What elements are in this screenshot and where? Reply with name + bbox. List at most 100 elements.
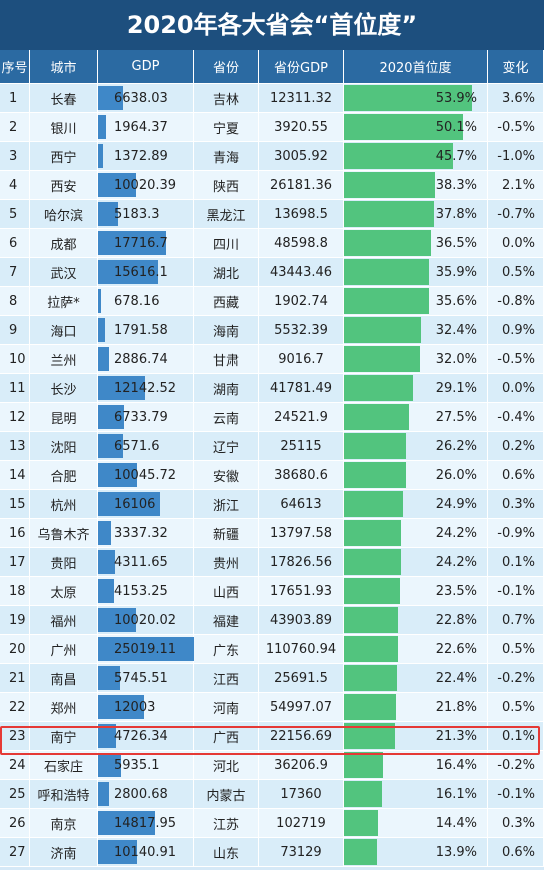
change-cell: -0.9% <box>488 519 544 548</box>
gdp-value: 1791.58 <box>114 322 168 338</box>
primacy-bar <box>344 317 421 343</box>
primacy-value: 24.2% <box>435 525 477 541</box>
rank-cell: 1 <box>0 84 30 113</box>
city-cell: 合肥 <box>30 461 98 490</box>
primacy-cell: 24.9% <box>344 490 488 519</box>
change-cell: -0.7% <box>488 200 544 229</box>
province-gdp-cell: 36206.9 <box>259 751 344 780</box>
table-row: 10 兰州 2886.74 甘肃 9016.7 32.0% -0.5% <box>0 345 544 374</box>
city-cell: 南宁 <box>30 722 98 751</box>
primacy-bar <box>344 752 383 778</box>
gdp-bar <box>98 289 101 313</box>
gdp-bar <box>98 202 118 226</box>
gdp-bar <box>98 405 124 429</box>
province-cell: 新疆 <box>194 519 259 548</box>
province-gdp-cell: 22156.69 <box>259 722 344 751</box>
province-cell: 山东 <box>194 838 259 867</box>
change-cell: -0.5% <box>488 113 544 142</box>
gdp-value: 12003 <box>114 699 156 715</box>
header-change: 变化 <box>488 50 544 83</box>
change-cell: -0.5% <box>488 345 544 374</box>
province-cell: 黑龙江 <box>194 200 259 229</box>
gdp-bar <box>98 666 121 690</box>
province-gdp-cell: 25115 <box>259 432 344 461</box>
gdp-cell: 5183.3 <box>98 200 194 229</box>
gdp-value: 10020.02 <box>114 612 177 628</box>
province-gdp-cell: 102719 <box>259 809 344 838</box>
gdp-value: 17716.7 <box>114 235 168 251</box>
table-row: 7 武汉 15616.1 湖北 43443.46 35.9% 0.5% <box>0 258 544 287</box>
table-row: 22 郑州 12003 河南 54997.07 21.8% 0.5% <box>0 693 544 722</box>
gdp-bar <box>98 318 105 342</box>
table-row: 19 福州 10020.02 福建 43903.89 22.8% 0.7% <box>0 606 544 635</box>
change-cell: 0.7% <box>488 606 544 635</box>
province-gdp-cell: 64613 <box>259 490 344 519</box>
province-cell: 江苏 <box>194 809 259 838</box>
change-cell: 0.0% <box>488 229 544 258</box>
header-province-gdp: 省份GDP <box>259 50 344 83</box>
change-cell: 0.5% <box>488 693 544 722</box>
city-cell: 郑州 <box>30 693 98 722</box>
gdp-bar <box>98 173 137 197</box>
table-row: 1 长春 6638.03 吉林 12311.32 53.9% 3.6% <box>0 84 544 113</box>
change-cell: 0.6% <box>488 461 544 490</box>
primacy-cell: 13.9% <box>344 838 488 867</box>
province-gdp-cell: 43903.89 <box>259 606 344 635</box>
primacy-value: 35.6% <box>435 293 477 309</box>
primacy-value: 26.2% <box>435 438 477 454</box>
rank-cell: 17 <box>0 548 30 577</box>
province-cell: 浙江 <box>194 490 259 519</box>
rank-cell: 5 <box>0 200 30 229</box>
city-cell: 杭州 <box>30 490 98 519</box>
province-gdp-cell: 110760.94 <box>259 635 344 664</box>
change-cell: 0.3% <box>488 809 544 838</box>
gdp-cell: 10045.72 <box>98 461 194 490</box>
primacy-cell: 22.4% <box>344 664 488 693</box>
province-cell: 湖南 <box>194 374 259 403</box>
gdp-bar <box>98 811 155 835</box>
rank-cell: 3 <box>0 142 30 171</box>
province-cell: 江西 <box>194 664 259 693</box>
gdp-cell: 25019.11 <box>98 635 194 664</box>
primacy-cell: 38.3% <box>344 171 488 200</box>
province-gdp-cell: 1902.74 <box>259 287 344 316</box>
province-cell: 山西 <box>194 577 259 606</box>
change-cell: 0.5% <box>488 635 544 664</box>
gdp-bar <box>98 695 145 719</box>
gdp-cell: 6571.6 <box>98 432 194 461</box>
table-row: 16 乌鲁木齐 3337.32 新疆 13797.58 24.2% -0.9% <box>0 519 544 548</box>
gdp-bar <box>98 260 158 284</box>
city-cell: 太原 <box>30 577 98 606</box>
table-row: 23 南宁 4726.34 广西 22156.69 21.3% 0.1% <box>0 722 544 751</box>
table-row: 26 南京 14817.95 江苏 102719 14.4% 0.3% <box>0 809 544 838</box>
primacy-cell: 32.4% <box>344 316 488 345</box>
primacy-value: 50.1% <box>435 119 477 135</box>
primacy-bar <box>344 665 398 691</box>
primacy-bar <box>344 839 377 865</box>
gdp-bar <box>98 724 117 748</box>
table-row: 27 济南 10140.91 山东 73129 13.9% 0.6% <box>0 838 544 867</box>
province-gdp-cell: 38680.6 <box>259 461 344 490</box>
gdp-value: 1372.89 <box>114 148 168 164</box>
primacy-value: 36.5% <box>435 235 477 251</box>
change-cell: 0.1% <box>488 548 544 577</box>
gdp-value: 12142.52 <box>114 380 177 396</box>
primacy-cell: 45.7% <box>344 142 488 171</box>
rank-cell: 13 <box>0 432 30 461</box>
table-row: 24 石家庄 5935.1 河北 36206.9 16.4% -0.2% <box>0 751 544 780</box>
gdp-bar <box>98 753 121 777</box>
province-gdp-cell: 73129 <box>259 838 344 867</box>
primacy-bar <box>344 85 472 111</box>
rank-cell: 2 <box>0 113 30 142</box>
primacy-cell: 35.6% <box>344 287 488 316</box>
table-row: 11 长沙 12142.52 湖南 41781.49 29.1% 0.0% <box>0 374 544 403</box>
city-cell: 昆明 <box>30 403 98 432</box>
change-cell: -0.2% <box>488 751 544 780</box>
province-gdp-cell: 43443.46 <box>259 258 344 287</box>
gdp-value: 10045.72 <box>114 467 177 483</box>
gdp-cell: 1372.89 <box>98 142 194 171</box>
table-row: 12 昆明 6733.79 云南 24521.9 27.5% -0.4% <box>0 403 544 432</box>
gdp-value: 10020.39 <box>114 177 177 193</box>
primacy-value: 37.8% <box>435 206 477 222</box>
province-cell: 广西 <box>194 722 259 751</box>
